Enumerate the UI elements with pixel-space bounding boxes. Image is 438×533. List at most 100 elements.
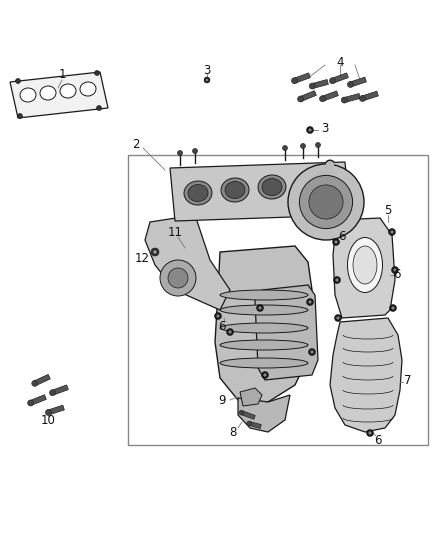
Circle shape <box>300 143 305 149</box>
Ellipse shape <box>353 246 377 284</box>
Circle shape <box>49 390 56 395</box>
Circle shape <box>95 70 99 76</box>
Ellipse shape <box>60 84 76 98</box>
Ellipse shape <box>220 323 308 333</box>
Polygon shape <box>34 374 50 386</box>
Circle shape <box>204 77 210 83</box>
Circle shape <box>341 97 347 103</box>
Text: 6: 6 <box>338 230 346 244</box>
Circle shape <box>329 78 336 84</box>
Circle shape <box>335 240 338 244</box>
Circle shape <box>308 301 311 304</box>
Circle shape <box>18 114 22 118</box>
Circle shape <box>168 268 188 288</box>
Ellipse shape <box>220 340 308 350</box>
Ellipse shape <box>188 184 208 201</box>
Circle shape <box>153 250 157 254</box>
Circle shape <box>335 314 342 321</box>
Ellipse shape <box>40 86 56 100</box>
Circle shape <box>160 260 196 296</box>
Ellipse shape <box>262 179 282 196</box>
Ellipse shape <box>220 305 308 315</box>
Text: 3: 3 <box>203 63 211 77</box>
Circle shape <box>229 330 232 334</box>
Circle shape <box>333 277 340 284</box>
Circle shape <box>392 266 399 273</box>
Polygon shape <box>311 79 328 88</box>
Polygon shape <box>293 73 311 83</box>
Polygon shape <box>30 394 46 405</box>
Circle shape <box>336 317 339 320</box>
Polygon shape <box>170 162 350 221</box>
Polygon shape <box>362 91 378 101</box>
Text: 3: 3 <box>321 122 328 134</box>
Ellipse shape <box>221 178 249 202</box>
Polygon shape <box>350 77 366 87</box>
Text: 9: 9 <box>218 393 226 407</box>
Circle shape <box>96 106 102 110</box>
Circle shape <box>261 372 268 378</box>
Circle shape <box>308 128 311 132</box>
Ellipse shape <box>220 358 308 368</box>
Text: 12: 12 <box>134 252 149 264</box>
Circle shape <box>226 328 233 335</box>
Polygon shape <box>300 91 316 101</box>
Ellipse shape <box>80 82 96 96</box>
Polygon shape <box>10 72 108 118</box>
Circle shape <box>389 229 396 236</box>
Circle shape <box>389 304 396 311</box>
Polygon shape <box>48 405 64 415</box>
Polygon shape <box>333 218 395 318</box>
Circle shape <box>315 142 321 148</box>
Circle shape <box>307 126 314 133</box>
Ellipse shape <box>184 181 212 205</box>
Text: 6: 6 <box>374 433 382 447</box>
Bar <box>128 155 428 445</box>
Ellipse shape <box>347 238 382 293</box>
Circle shape <box>247 421 251 426</box>
Ellipse shape <box>20 88 36 102</box>
Circle shape <box>215 312 222 319</box>
Circle shape <box>291 78 297 84</box>
Circle shape <box>283 146 287 150</box>
Circle shape <box>28 400 34 406</box>
Circle shape <box>360 95 365 101</box>
Text: 6: 6 <box>218 320 226 334</box>
Circle shape <box>309 185 343 219</box>
Polygon shape <box>145 215 230 310</box>
Text: 11: 11 <box>167 225 183 238</box>
Text: 7: 7 <box>404 374 412 386</box>
Polygon shape <box>52 385 68 395</box>
Circle shape <box>177 150 183 156</box>
Circle shape <box>307 298 314 305</box>
Circle shape <box>263 374 267 377</box>
Circle shape <box>192 149 198 154</box>
Circle shape <box>288 164 364 240</box>
Circle shape <box>336 278 339 281</box>
Ellipse shape <box>220 290 308 300</box>
Circle shape <box>309 83 315 89</box>
Text: 4: 4 <box>336 55 344 69</box>
Circle shape <box>32 381 38 386</box>
Circle shape <box>216 314 219 318</box>
Polygon shape <box>255 285 318 380</box>
Text: 5: 5 <box>384 204 392 216</box>
Circle shape <box>311 350 314 353</box>
Circle shape <box>300 175 353 229</box>
Circle shape <box>15 78 21 84</box>
Ellipse shape <box>225 182 245 198</box>
Polygon shape <box>332 73 348 83</box>
Polygon shape <box>344 93 360 102</box>
Text: 10: 10 <box>41 414 56 426</box>
Ellipse shape <box>258 175 286 199</box>
Polygon shape <box>238 395 290 432</box>
Circle shape <box>368 431 371 434</box>
Polygon shape <box>240 388 262 406</box>
Circle shape <box>393 269 396 272</box>
Circle shape <box>332 238 339 246</box>
Text: 8: 8 <box>230 425 237 439</box>
Circle shape <box>206 79 208 82</box>
Text: 2: 2 <box>132 139 140 151</box>
Circle shape <box>319 96 325 102</box>
Circle shape <box>239 410 244 415</box>
